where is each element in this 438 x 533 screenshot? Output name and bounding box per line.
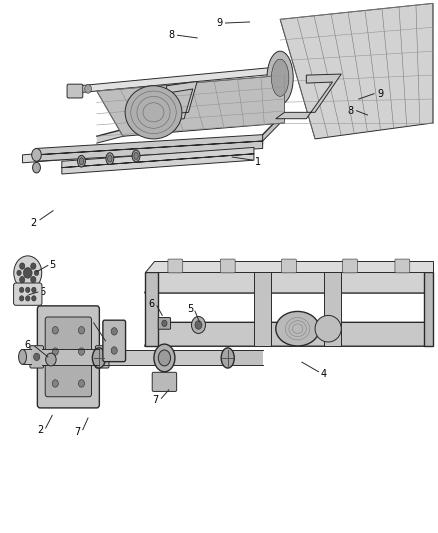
Text: 7: 7 bbox=[74, 427, 80, 438]
Circle shape bbox=[19, 287, 24, 293]
Ellipse shape bbox=[221, 348, 234, 368]
Circle shape bbox=[31, 263, 36, 269]
Circle shape bbox=[99, 353, 105, 361]
Circle shape bbox=[19, 296, 24, 301]
Ellipse shape bbox=[106, 153, 114, 165]
Circle shape bbox=[14, 256, 42, 290]
Polygon shape bbox=[276, 74, 341, 119]
Circle shape bbox=[23, 268, 32, 278]
Circle shape bbox=[52, 348, 58, 356]
Circle shape bbox=[32, 287, 36, 293]
Text: 3: 3 bbox=[85, 316, 91, 326]
FancyBboxPatch shape bbox=[14, 283, 42, 305]
Circle shape bbox=[85, 85, 92, 93]
FancyBboxPatch shape bbox=[395, 259, 410, 273]
FancyBboxPatch shape bbox=[45, 317, 92, 397]
Ellipse shape bbox=[92, 348, 106, 368]
Ellipse shape bbox=[134, 152, 138, 159]
Text: 7: 7 bbox=[152, 395, 159, 406]
Ellipse shape bbox=[272, 59, 289, 96]
Text: 6: 6 bbox=[148, 298, 154, 309]
Circle shape bbox=[25, 287, 30, 293]
Circle shape bbox=[78, 327, 85, 334]
Circle shape bbox=[46, 353, 56, 366]
Ellipse shape bbox=[18, 350, 26, 365]
Ellipse shape bbox=[32, 163, 40, 173]
Polygon shape bbox=[280, 3, 433, 139]
Circle shape bbox=[20, 277, 25, 283]
Circle shape bbox=[52, 327, 58, 334]
Polygon shape bbox=[62, 148, 254, 174]
Ellipse shape bbox=[315, 316, 341, 342]
Text: 5: 5 bbox=[49, 261, 55, 270]
FancyBboxPatch shape bbox=[343, 259, 357, 273]
Circle shape bbox=[52, 379, 58, 387]
Polygon shape bbox=[145, 272, 158, 346]
Circle shape bbox=[195, 321, 202, 329]
Polygon shape bbox=[153, 82, 197, 122]
Polygon shape bbox=[97, 75, 285, 136]
Text: 9: 9 bbox=[216, 18, 222, 28]
FancyBboxPatch shape bbox=[30, 346, 43, 368]
Polygon shape bbox=[145, 322, 433, 346]
Circle shape bbox=[32, 296, 36, 301]
FancyBboxPatch shape bbox=[103, 320, 126, 362]
Ellipse shape bbox=[154, 344, 175, 372]
Ellipse shape bbox=[276, 311, 319, 346]
FancyBboxPatch shape bbox=[158, 318, 170, 329]
Text: 1: 1 bbox=[255, 157, 261, 167]
Ellipse shape bbox=[267, 51, 293, 104]
Circle shape bbox=[111, 347, 117, 354]
FancyBboxPatch shape bbox=[168, 259, 183, 273]
Circle shape bbox=[25, 296, 30, 301]
Ellipse shape bbox=[132, 150, 140, 162]
Ellipse shape bbox=[32, 149, 41, 161]
Circle shape bbox=[34, 270, 39, 276]
Circle shape bbox=[17, 270, 21, 276]
FancyBboxPatch shape bbox=[152, 372, 177, 391]
Ellipse shape bbox=[79, 158, 84, 165]
Polygon shape bbox=[22, 136, 263, 163]
Polygon shape bbox=[35, 135, 263, 161]
Circle shape bbox=[31, 277, 36, 283]
Text: 6: 6 bbox=[25, 340, 31, 350]
FancyBboxPatch shape bbox=[282, 259, 296, 273]
Circle shape bbox=[162, 320, 167, 327]
Polygon shape bbox=[324, 272, 341, 346]
Polygon shape bbox=[145, 261, 433, 272]
Text: 5: 5 bbox=[187, 304, 194, 314]
Polygon shape bbox=[79, 67, 276, 93]
Ellipse shape bbox=[158, 350, 170, 366]
Circle shape bbox=[20, 263, 25, 269]
Text: 4: 4 bbox=[321, 369, 327, 379]
FancyBboxPatch shape bbox=[220, 259, 235, 273]
Polygon shape bbox=[424, 272, 433, 346]
Circle shape bbox=[111, 328, 117, 335]
Text: 8: 8 bbox=[168, 30, 174, 41]
Text: 8: 8 bbox=[347, 106, 353, 116]
FancyBboxPatch shape bbox=[37, 306, 99, 408]
Circle shape bbox=[191, 317, 205, 334]
FancyBboxPatch shape bbox=[95, 346, 109, 368]
Text: 2: 2 bbox=[37, 425, 43, 435]
Ellipse shape bbox=[108, 155, 112, 162]
Circle shape bbox=[78, 379, 85, 387]
Circle shape bbox=[78, 348, 85, 356]
Text: 2: 2 bbox=[30, 218, 36, 228]
Ellipse shape bbox=[78, 156, 85, 167]
Text: 9: 9 bbox=[378, 88, 384, 99]
Circle shape bbox=[34, 353, 40, 361]
FancyBboxPatch shape bbox=[67, 84, 83, 98]
Ellipse shape bbox=[125, 86, 182, 139]
Text: 6: 6 bbox=[39, 287, 45, 297]
Polygon shape bbox=[254, 272, 272, 346]
Polygon shape bbox=[145, 272, 433, 293]
